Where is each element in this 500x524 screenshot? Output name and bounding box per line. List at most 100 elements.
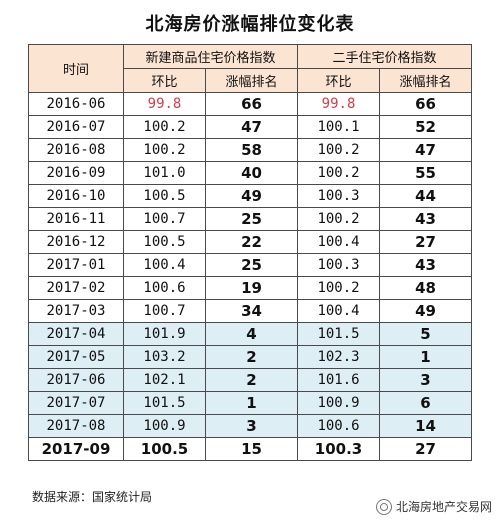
new-mom-cell: 99.8 [123,92,206,116]
used-rank-cell: 52 [379,115,473,139]
data-source-note: 数据来源：国家统计局 [32,490,153,504]
watermark: 北海房地产交易网 [375,498,492,515]
new-mom-cell: 101.0 [123,161,206,185]
used-mom-cell: 100.2 [297,207,381,231]
new-mom-cell: 100.5 [123,437,206,461]
time-cell: 2016-08 [28,138,124,162]
used-mom-cell: 100.4 [297,299,381,323]
new-housing-header: 新建商品住宅价格指数 [122,44,299,69]
table-row: 2016-08 100.2 58 100.2 47 [28,138,473,162]
new-mom-cell: 100.4 [123,253,206,277]
table-row: 2016-11 100.7 25 100.2 43 [28,207,473,231]
new-mom-cell: 100.2 [123,115,206,139]
new-rank-cell: 1 [204,391,299,415]
time-cell: 2017-01 [28,253,124,277]
used-rank-cell: 48 [379,276,473,300]
new-mom-cell: 102.1 [123,368,206,392]
used-rank-cell: 27 [379,230,473,254]
time-cell: 2017-06 [28,368,124,392]
new-rank-cell: 15 [204,437,299,461]
used-rank-cell: 55 [379,161,473,185]
ranking-table: 时间 新建商品住宅价格指数 二手住宅价格指数 环比 涨幅排名 环比 涨幅排名 2… [28,44,473,461]
table-row: 2017-01 100.4 25 100.3 43 [28,253,473,277]
new-rank-cell: 66 [204,92,299,116]
new-mom-cell: 100.7 [123,207,206,231]
time-cell: 2016-11 [28,207,124,231]
table-row: 2017-04 101.9 4 101.5 5 [28,322,473,346]
new-rank-cell: 47 [204,115,299,139]
new-rank-cell: 58 [204,138,299,162]
new-rank-cell: 2 [204,345,299,369]
used-mom-cell: 100.3 [297,184,381,208]
table-row: 2017-05 103.2 2 102.3 1 [28,345,473,369]
new-mom-cell: 100.5 [123,184,206,208]
new-rank-cell: 4 [204,322,299,346]
table-row: 2016-07 100.2 47 100.1 52 [28,115,473,139]
used-rank-cell: 44 [379,184,473,208]
new-mom-cell: 103.2 [123,345,206,369]
used-rank-cell: 1 [379,345,473,369]
watermark-text: 北海房地产交易网 [395,500,492,514]
used-rank-cell: 66 [379,92,473,116]
new-rank-cell: 40 [204,161,299,185]
new-mom-cell: 100.2 [123,138,206,162]
used-rank-cell: 6 [379,391,473,415]
used-mom-cell: 100.2 [297,161,381,185]
new-rank-cell: 3 [204,414,299,438]
used-rank-cell: 14 [379,414,473,438]
new-mom-cell: 101.9 [123,322,206,346]
time-cell: 2016-10 [28,184,124,208]
wechat-icon [375,498,392,515]
used-mom-cell: 100.1 [297,115,381,139]
table-row: 2017-06 102.1 2 101.6 3 [28,368,473,392]
new-mom-cell: 100.5 [123,230,206,254]
used-rank-cell: 43 [379,253,473,277]
new-rank-cell: 2 [204,368,299,392]
used-rank-cell: 27 [379,437,473,461]
used-mom-cell: 100.6 [297,414,381,438]
used-mom-cell: 100.3 [297,253,381,277]
table-row: 2017-07 101.5 1 100.9 6 [28,391,473,415]
used-rank-header: 涨幅排名 [379,68,473,93]
new-rank-cell: 19 [204,276,299,300]
new-rank-cell: 22 [204,230,299,254]
used-mom-cell: 101.6 [297,368,381,392]
table-row: 2017-08 100.9 3 100.6 14 [28,414,473,438]
new-rank-cell: 25 [204,253,299,277]
used-mom-cell: 100.4 [297,230,381,254]
used-mom-header: 环比 [297,68,381,93]
time-cell: 2017-03 [28,299,124,323]
new-mom-cell: 101.5 [123,391,206,415]
new-rank-cell: 49 [204,184,299,208]
new-rank-cell: 34 [204,299,299,323]
table-row: 2016-06 99.8 66 99.8 66 [28,92,473,116]
time-cell: 2017-08 [28,414,124,438]
table-row: 2016-12 100.5 22 100.4 27 [28,230,473,254]
used-mom-cell: 101.5 [297,322,381,346]
table-row: 2016-10 100.5 49 100.3 44 [28,184,473,208]
time-cell: 2017-05 [28,345,124,369]
table-row: 2016-09 101.0 40 100.2 55 [28,161,473,185]
time-cell: 2017-04 [28,322,124,346]
new-rank-header: 涨幅排名 [204,68,299,93]
used-mom-cell: 100.9 [297,391,381,415]
time-cell: 2016-07 [28,115,124,139]
time-cell: 2017-07 [28,391,124,415]
time-cell: 2016-09 [28,161,124,185]
new-mom-cell: 100.9 [123,414,206,438]
page-title: 北海房价涨幅排位变化表 [145,14,355,35]
new-mom-cell: 100.6 [123,276,206,300]
used-rank-cell: 49 [379,299,473,323]
time-cell: 2016-06 [28,92,124,116]
time-header: 时间 [28,44,124,93]
used-rank-cell: 47 [379,138,473,162]
used-mom-cell: 100.2 [297,276,381,300]
time-cell: 2016-12 [28,230,124,254]
used-mom-cell: 100.2 [297,138,381,162]
used-rank-cell: 5 [379,322,473,346]
new-mom-cell: 100.7 [123,299,206,323]
used-rank-cell: 3 [379,368,473,392]
used-mom-cell: 99.8 [297,92,381,116]
used-housing-header: 二手住宅价格指数 [297,44,473,69]
used-mom-cell: 102.3 [297,345,381,369]
